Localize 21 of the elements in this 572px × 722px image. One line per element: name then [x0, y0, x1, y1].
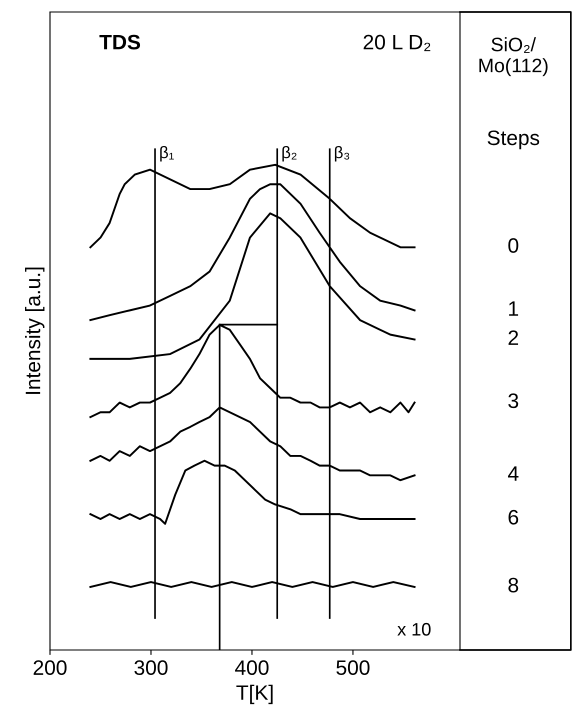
- ref-line-label: β₃: [334, 146, 350, 162]
- y-axis-title: Intensity [a.u.]: [25, 268, 44, 394]
- text: 8: [508, 578, 518, 593]
- text: 6: [508, 510, 518, 525]
- text: 20 L D₂: [364, 34, 430, 52]
- text: 1: [509, 301, 518, 316]
- ref-line-label: β₁: [160, 146, 174, 162]
- chart-title: TDS: [99, 34, 140, 50]
- text: 2: [508, 330, 518, 345]
- annotation: x 10: [397, 622, 431, 636]
- text: 4: [508, 466, 518, 481]
- x-axis-title: T[K]: [236, 684, 273, 704]
- x-tick-label: 200: [34, 660, 67, 676]
- x-tick-label: 400: [235, 660, 269, 676]
- x-tick-label: 300: [134, 660, 168, 676]
- text: 0: [508, 238, 518, 253]
- text: 3: [508, 393, 518, 408]
- ref-line-label: β₂: [282, 146, 296, 162]
- x-tick-label: 500: [336, 660, 370, 676]
- text: Steps: [488, 130, 540, 150]
- text: SiO₂/ Mo(112): [479, 37, 548, 76]
